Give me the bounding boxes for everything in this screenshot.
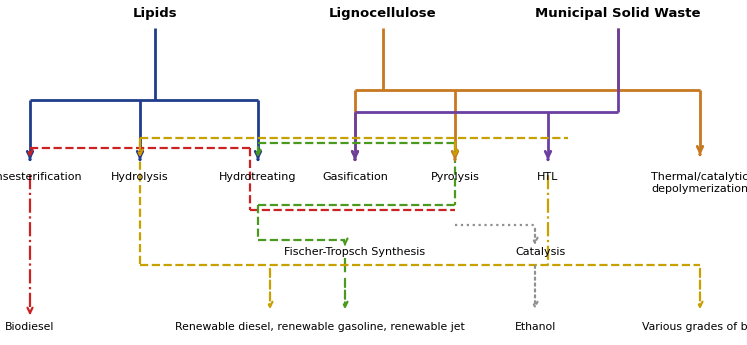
Text: Lipids: Lipids: [133, 8, 177, 20]
Text: Transesterification: Transesterification: [0, 172, 81, 182]
Text: Fischer-Tropsch Synthesis: Fischer-Tropsch Synthesis: [285, 247, 426, 257]
Text: Biodiesel: Biodiesel: [5, 322, 55, 332]
Text: Hydrotreating: Hydrotreating: [220, 172, 297, 182]
Text: Pyrolysis: Pyrolysis: [430, 172, 480, 182]
Text: Hydrolysis: Hydrolysis: [111, 172, 169, 182]
Text: Municipal Solid Waste: Municipal Solid Waste: [536, 8, 701, 20]
Text: Lignocellulose: Lignocellulose: [329, 8, 437, 20]
Text: Various grades of bio: Various grades of bio: [642, 322, 747, 332]
Text: Ethanol: Ethanol: [515, 322, 556, 332]
Text: Renewable diesel, renewable gasoline, renewable jet: Renewable diesel, renewable gasoline, re…: [175, 322, 465, 332]
Text: Thermal/catalytic
depolymerization: Thermal/catalytic depolymerization: [651, 172, 747, 194]
Text: Catalysis: Catalysis: [515, 247, 565, 257]
Text: Gasification: Gasification: [322, 172, 388, 182]
Text: HTL: HTL: [537, 172, 559, 182]
